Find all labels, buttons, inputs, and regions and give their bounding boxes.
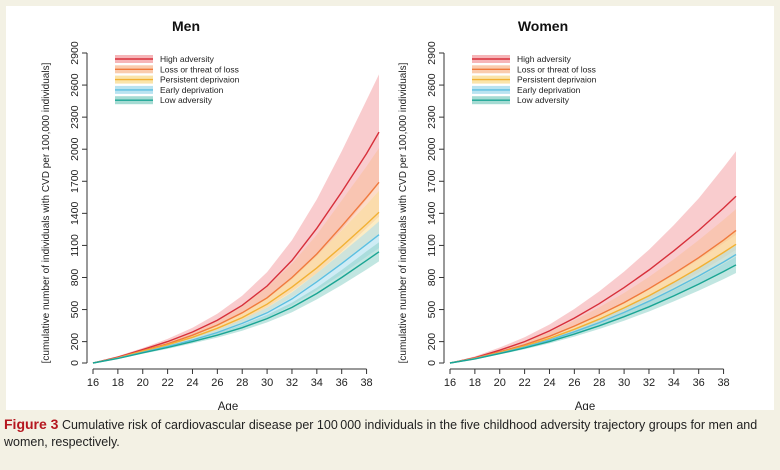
x-tick-label: 18 <box>112 377 124 389</box>
x-tick-label: 32 <box>643 377 655 389</box>
legend-entry: Loss or threat of loss <box>160 64 239 74</box>
x-axis-label: Age <box>218 401 238 410</box>
x-axis-label: Age <box>575 401 595 410</box>
y-tick-label: 2300 <box>69 105 81 129</box>
x-tick-label: 30 <box>618 377 630 389</box>
y-tick-label: 500 <box>69 301 81 319</box>
x-tick-label: 26 <box>211 377 223 389</box>
legend-entry: High adversity <box>517 54 572 64</box>
x-tick-label: 34 <box>668 377 680 389</box>
caption-label: Figure 3 <box>4 416 59 432</box>
figure-caption: Figure 3 Cumulative risk of cardiovascul… <box>4 416 774 451</box>
x-tick-label: 16 <box>87 377 99 389</box>
legend-entry: Persistent deprivaion <box>160 75 240 85</box>
y-tick-label: 1400 <box>426 202 438 226</box>
y-tick-label: 200 <box>69 333 81 351</box>
legend-entry: High adversity <box>160 54 215 64</box>
x-tick-label: 38 <box>717 377 729 389</box>
series-line-persistent-deprivaion <box>92 211 380 364</box>
series-line-high-adversity <box>449 195 737 364</box>
x-tick-label: 28 <box>236 377 248 389</box>
legend-entry: Loss or threat of loss <box>517 64 596 74</box>
x-tick-label: 26 <box>568 377 580 389</box>
series-line-low-adversity <box>92 251 380 364</box>
legend-entry: Early deprivation <box>160 85 224 95</box>
series-line-low-adversity <box>449 264 737 364</box>
chart-title: Men <box>172 18 200 34</box>
y-tick-label: 2900 <box>426 41 438 65</box>
x-tick-label: 20 <box>137 377 149 389</box>
chart-women: Women 16 18 20 22 24 26 28 30 32 34 36 38 0 200 500 800 1… <box>398 18 737 410</box>
x-tick-label: 38 <box>360 377 372 389</box>
chart-men: Men 16 18 20 22 24 26 28 30 32 34 36 38 0 200 500 800 110… <box>41 18 380 410</box>
x-tick-label: 36 <box>693 377 705 389</box>
plot-area: Men 16 18 20 22 24 26 28 30 32 34 36 38 0 200 500 800 110… <box>6 6 774 410</box>
x-tick-label: 24 <box>543 377 555 389</box>
y-tick-label: 2000 <box>426 137 438 161</box>
y-tick-label: 0 <box>426 360 438 366</box>
y-tick-label: 2600 <box>426 73 438 97</box>
y-tick-label: 2300 <box>426 105 438 129</box>
y-tick-label: 2000 <box>69 137 81 161</box>
x-tick-label: 22 <box>518 377 530 389</box>
legend-entry: Low adversity <box>160 95 213 105</box>
y-tick-label: 2900 <box>69 41 81 65</box>
y-tick-label: 2600 <box>69 73 81 97</box>
y-tick-label: 1100 <box>426 234 438 257</box>
legend-entry: Early deprivation <box>517 85 581 95</box>
caption-text: Cumulative risk of cardiovascular diseas… <box>4 418 758 449</box>
y-tick-label: 1400 <box>69 202 81 226</box>
x-tick-label: 18 <box>469 377 481 389</box>
y-tick-label: 800 <box>426 269 438 287</box>
y-tick-label: 500 <box>426 301 438 319</box>
x-tick-label: 30 <box>261 377 273 389</box>
series-line-high-adversity <box>92 131 380 364</box>
confidence-band-high-adversity <box>93 74 379 364</box>
x-tick-label: 24 <box>186 377 198 389</box>
x-tick-label: 16 <box>444 377 456 389</box>
x-tick-label: 34 <box>311 377 323 389</box>
x-tick-label: 36 <box>336 377 348 389</box>
y-axis-label: [cumulative number of individuals with C… <box>41 62 52 363</box>
x-tick-label: 22 <box>161 377 173 389</box>
x-tick-label: 20 <box>494 377 506 389</box>
y-tick-label: 200 <box>426 333 438 351</box>
y-tick-label: 1700 <box>69 169 81 193</box>
y-tick-label: 0 <box>69 360 81 366</box>
x-tick-label: 32 <box>286 377 298 389</box>
legend-entry: Low adversity <box>517 95 570 105</box>
y-tick-label: 1100 <box>69 234 81 257</box>
legend-entry: Persistent deprivaion <box>517 75 597 85</box>
y-axis-label: [cumulative number of individuals with C… <box>398 62 409 363</box>
chart-title: Women <box>518 18 568 34</box>
y-tick-label: 1700 <box>426 169 438 193</box>
y-tick-label: 800 <box>69 269 81 287</box>
x-tick-label: 28 <box>593 377 605 389</box>
